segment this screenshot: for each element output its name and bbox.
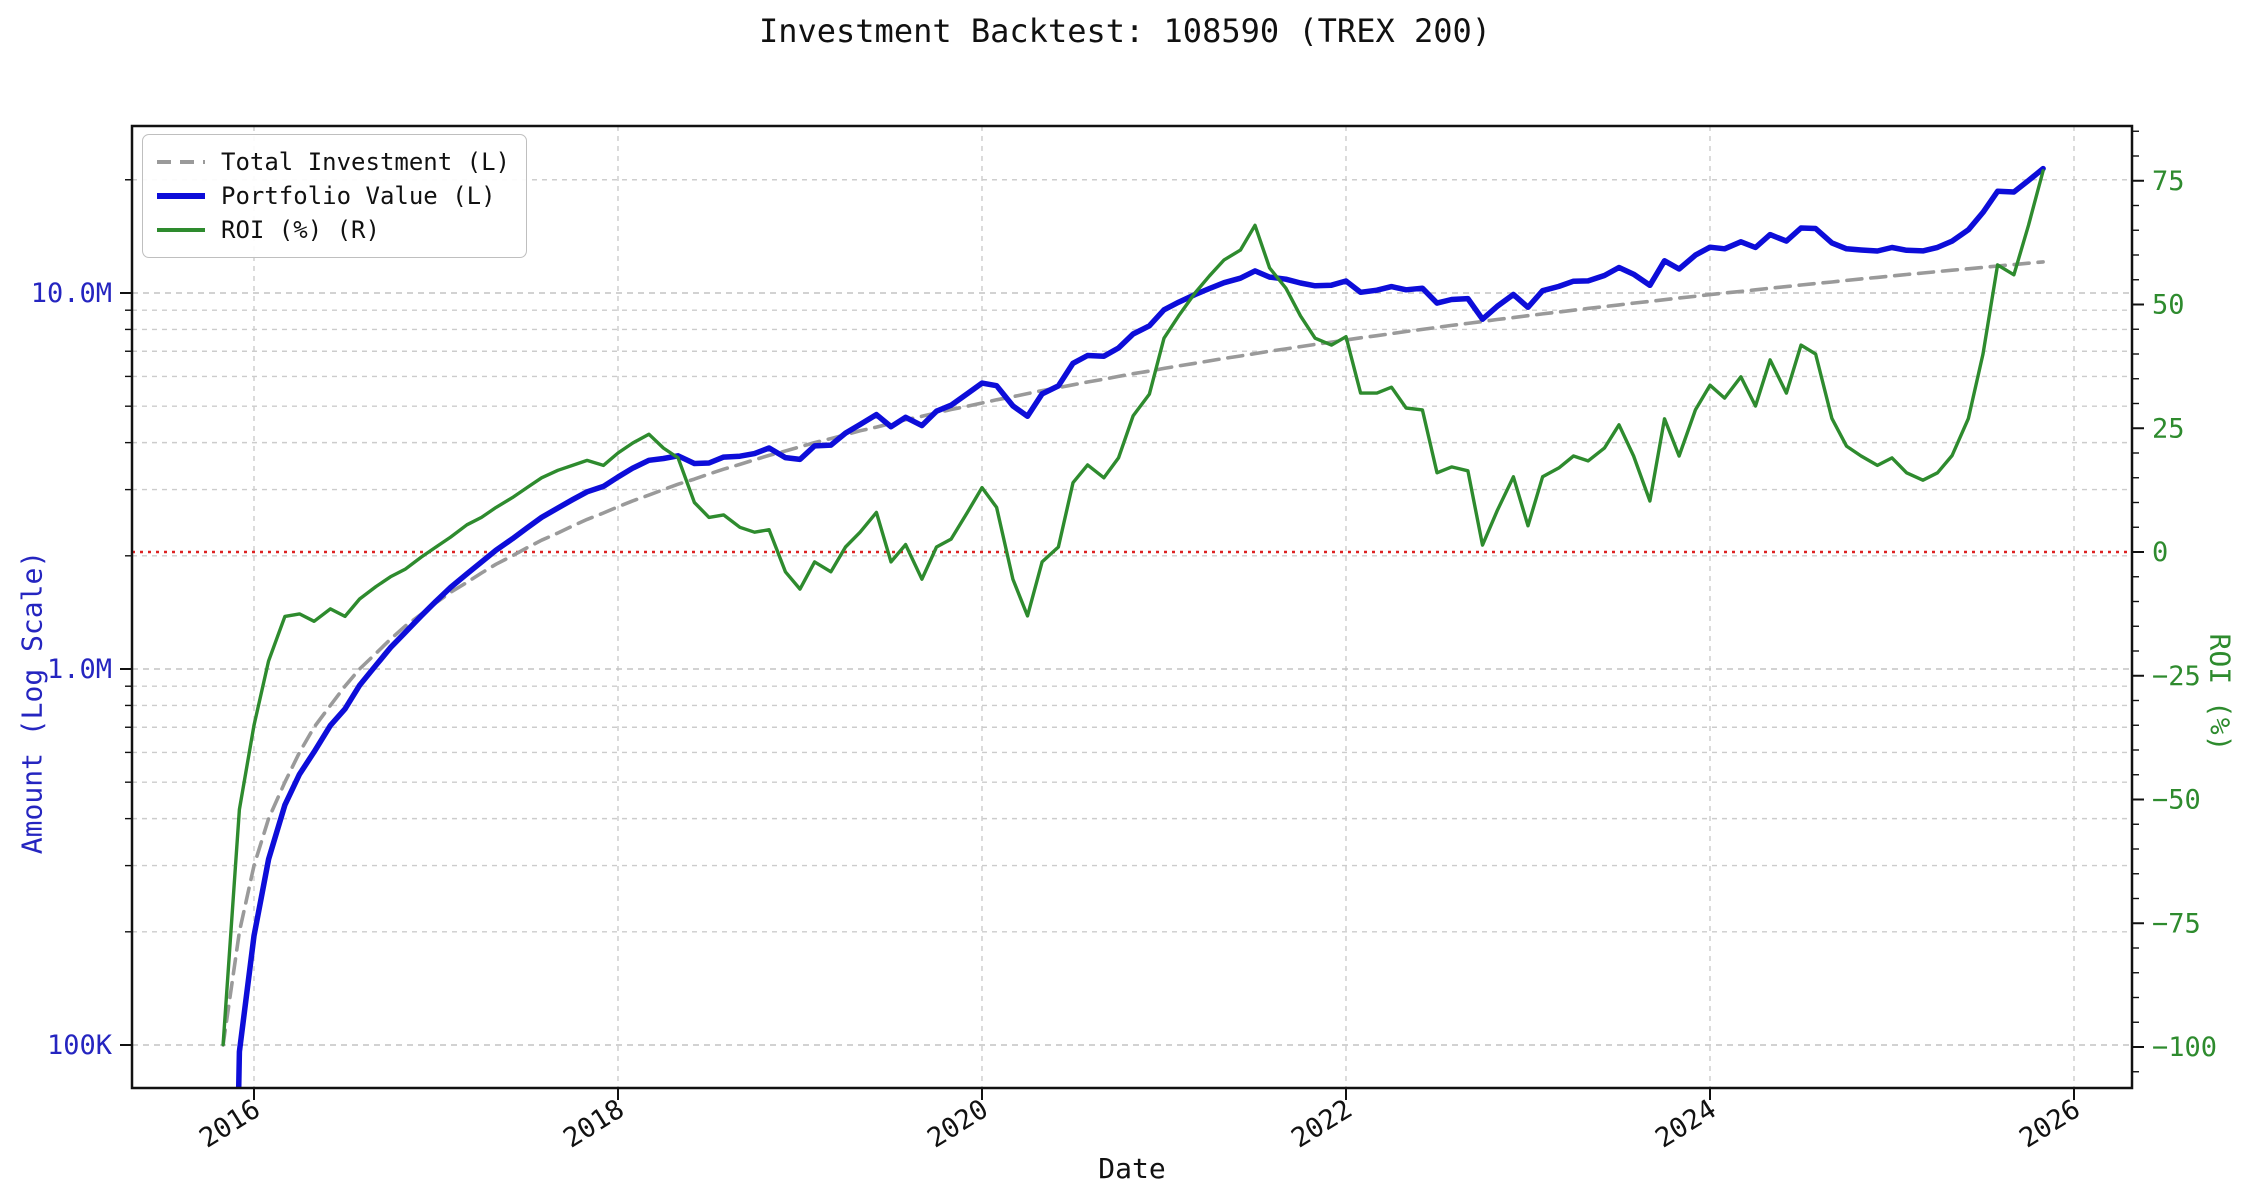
left-axis-title: Amount (Log Scale) — [15, 550, 49, 855]
gridlines — [132, 126, 2132, 1088]
x-axis-tick-label: 2016 — [194, 1094, 266, 1155]
roi-line — [221, 169, 2045, 1047]
axis-ticks — [120, 130, 2144, 1100]
x-axis-tick-label: 2022 — [1286, 1094, 1358, 1155]
legend-item-total-investment: Total Investment (L) — [155, 145, 510, 179]
right-axis-tick-label: 75 — [2152, 166, 2185, 197]
x-axis-tick-label: 2024 — [1650, 1094, 1722, 1155]
right-axis-tick-label: −75 — [2152, 908, 2201, 939]
right-axis-tick-label: −50 — [2152, 785, 2201, 816]
left-axis-tick-label: 10.0M — [31, 278, 112, 309]
legend-item-portfolio-value: Portfolio Value (L) — [155, 179, 510, 213]
x-axis-title: Date — [1098, 1152, 1166, 1185]
x-axis-tick-label: 2020 — [922, 1094, 994, 1155]
axis-tick-labels: 100K 1.0M 10.0M −100 −75 −50 −25 0 25 50 75 2016 201… — [31, 166, 2217, 1155]
right-axis-tick-label: −100 — [2152, 1032, 2217, 1063]
total-investment-line — [221, 260, 2045, 1047]
plot-border — [130, 124, 2134, 1090]
portfolio-value-line — [235, 165, 2046, 1088]
legend-item-roi: ROI (%) (R) — [155, 213, 510, 247]
right-axis-tick-label: 50 — [2152, 290, 2185, 321]
right-axis-title: ROI (%) — [2203, 633, 2237, 752]
roi-line-swatch — [157, 228, 205, 232]
right-axis-tick-label: 25 — [2152, 413, 2185, 444]
total-investment-line-swatch — [157, 160, 205, 164]
portfolio-value-line-swatch — [157, 193, 205, 199]
legend-label: Total Investment (L) — [221, 148, 510, 176]
legend: Total Investment (L) Portfolio Value (L)… — [142, 134, 527, 258]
x-axis-tick-label: 2018 — [558, 1094, 630, 1155]
chart-title: Investment Backtest: 108590 (TREX 200) — [758, 12, 1492, 50]
legend-label: Portfolio Value (L) — [221, 182, 496, 210]
x-axis-tick-label: 2026 — [2014, 1094, 2086, 1155]
legend-label: ROI (%) (R) — [221, 216, 380, 244]
right-axis-tick-label: −25 — [2152, 661, 2201, 692]
left-axis-tick-label: 1.0M — [47, 654, 112, 685]
left-axis-tick-label: 100K — [47, 1030, 113, 1061]
right-axis-tick-label: 0 — [2152, 537, 2168, 568]
